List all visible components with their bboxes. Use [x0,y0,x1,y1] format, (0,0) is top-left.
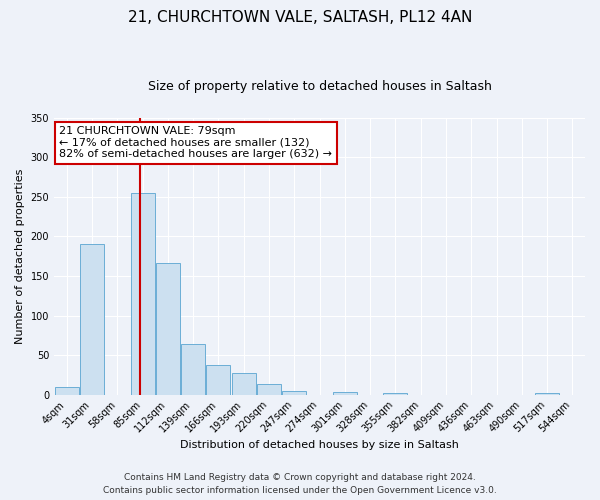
Text: 21, CHURCHTOWN VALE, SALTASH, PL12 4AN: 21, CHURCHTOWN VALE, SALTASH, PL12 4AN [128,10,472,25]
Bar [333,392,357,394]
Bar [535,393,559,394]
Bar [55,387,79,394]
Bar [383,393,407,394]
Text: Contains HM Land Registry data © Crown copyright and database right 2024.
Contai: Contains HM Land Registry data © Crown c… [103,474,497,495]
Bar [131,193,155,394]
Bar [232,372,256,394]
Bar [181,344,205,395]
Text: 21 CHURCHTOWN VALE: 79sqm
← 17% of detached houses are smaller (132)
82% of semi: 21 CHURCHTOWN VALE: 79sqm ← 17% of detac… [59,126,332,160]
Bar [206,366,230,394]
Bar [257,384,281,394]
Title: Size of property relative to detached houses in Saltash: Size of property relative to detached ho… [148,80,491,93]
Bar [80,244,104,394]
X-axis label: Distribution of detached houses by size in Saltash: Distribution of detached houses by size … [180,440,459,450]
Bar [156,262,180,394]
Bar [282,390,306,394]
Y-axis label: Number of detached properties: Number of detached properties [15,168,25,344]
